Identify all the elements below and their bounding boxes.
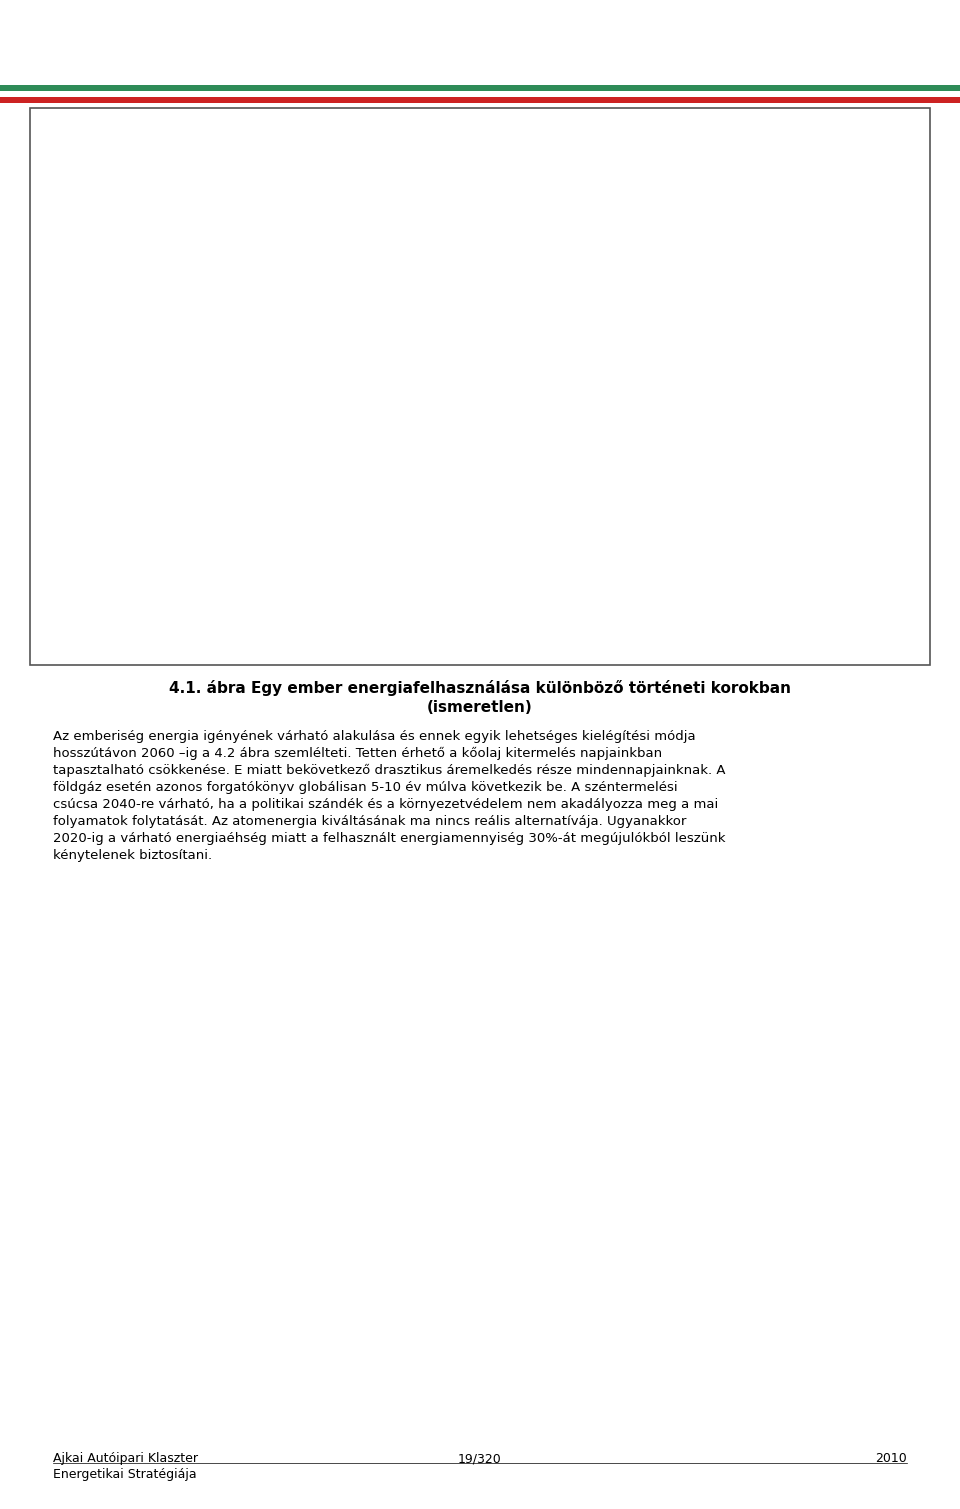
Bar bbox=[462, 397, 525, 415]
Bar bbox=[675, 314, 738, 406]
Text: Energetikai Stratégiája: Energetikai Stratégiája bbox=[53, 1468, 197, 1480]
Text: mezőgazdaságban felhasznált energia: mezőgazdaságban felhasznált energia bbox=[92, 631, 321, 643]
Y-axis label: Napi energiafelhasználás kJ/nap: Napi energiafelhasználás kJ/nap bbox=[60, 166, 73, 379]
Bar bbox=[568, 412, 632, 420]
Bar bbox=[462, 415, 525, 420]
Bar bbox=[568, 377, 632, 412]
Bar bbox=[354, 410, 419, 415]
Text: 19/320: 19/320 bbox=[458, 1452, 502, 1465]
Bar bbox=[568, 346, 632, 377]
Text: szállításban felhasznált energia: szállításban felhasznált energia bbox=[453, 631, 640, 643]
Bar bbox=[414, 620, 443, 655]
Bar bbox=[675, 246, 738, 314]
Text: 4.1. ábra Egy ember energiafelhasználása különböző történeti korokban: 4.1. ábra Egy ember energiafelhasználása… bbox=[169, 681, 791, 696]
Bar bbox=[414, 569, 443, 605]
Bar bbox=[568, 344, 632, 346]
Bar bbox=[53, 620, 82, 655]
Bar bbox=[462, 394, 525, 397]
Bar bbox=[248, 418, 312, 420]
Text: élelem: élelem bbox=[92, 581, 132, 593]
Text: iparban felhasznált energia: iparban felhasznált energia bbox=[453, 581, 615, 593]
Text: 2010: 2010 bbox=[876, 1452, 907, 1465]
Bar bbox=[248, 413, 312, 418]
Bar bbox=[53, 569, 82, 605]
Bar bbox=[675, 406, 738, 420]
Bar bbox=[141, 418, 205, 420]
Text: (ismeretlen): (ismeretlen) bbox=[427, 700, 533, 715]
Bar bbox=[354, 416, 419, 420]
Text: Az emberiség energia igényének várható alakulása és ennek egyik lehetséges kielé: Az emberiség energia igényének várható a… bbox=[53, 730, 726, 863]
Bar bbox=[675, 180, 738, 246]
Text: Ajkai Autóipari Klaszter: Ajkai Autóipari Klaszter bbox=[53, 1452, 198, 1465]
Bar bbox=[354, 407, 419, 410]
